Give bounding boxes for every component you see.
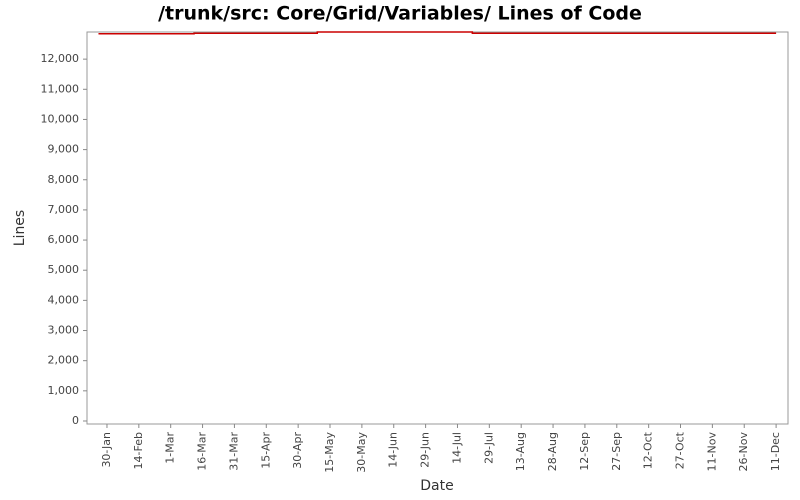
x-tick-label: 1-Mar: [164, 432, 177, 464]
plot-area: [86, 31, 789, 425]
x-tick-label: 12-Oct: [642, 431, 655, 469]
x-tick-label: 29-Jun: [419, 432, 432, 468]
x-axis-label: Date: [420, 478, 453, 494]
y-tick-label: 0: [72, 414, 79, 427]
x-tick-label: 15-Apr: [259, 432, 272, 469]
x-tick-label: 11-Nov: [705, 432, 718, 472]
x-tick-label: 27-Oct: [674, 431, 687, 469]
line: [98, 31, 777, 35]
y-tick-label: 11,000: [41, 82, 80, 95]
x-tick-label: 30-Apr: [291, 432, 304, 469]
x-tick-label: 14-Jul: [450, 432, 463, 464]
x-tick-label: 29-Jul: [482, 432, 495, 464]
y-tick-label: 2,000: [48, 354, 80, 367]
x-tick-label: 26-Nov: [737, 432, 750, 472]
x-tick-label: 12-Sep: [578, 432, 591, 471]
y-tick-label: 5,000: [48, 263, 80, 276]
x-tick-label: 15-May: [323, 432, 336, 473]
y-tick-label: 3,000: [48, 324, 80, 337]
y-tick-label: 6,000: [48, 233, 80, 246]
x-tick-label: 28-Aug: [546, 432, 559, 471]
x-tick-label: 14-Feb: [132, 432, 145, 469]
x-tick-label: 30-May: [355, 432, 368, 473]
y-tick-label: 10,000: [41, 112, 80, 125]
x-tick-label: 16-Mar: [196, 432, 209, 471]
x-tick-label: 27-Sep: [610, 432, 623, 471]
y-tick-label: 4,000: [48, 293, 80, 306]
y-tick-label: 1,000: [48, 384, 80, 397]
y-tick-label: 8,000: [48, 173, 80, 186]
chart-title: /trunk/src: Core/Grid/Variables/ Lines o…: [158, 3, 642, 25]
x-tick-label: 14-Jun: [387, 432, 400, 468]
y-tick-label: 9,000: [48, 143, 80, 156]
x-tick-label: 11-Dec: [769, 432, 782, 471]
y-tick-label: 12,000: [41, 52, 80, 65]
x-tick-label: 31-Mar: [227, 432, 240, 471]
x-tick-label: 30-Jan: [100, 432, 113, 468]
y-tick-label: 7,000: [48, 203, 80, 216]
y-axis-label: Lines: [12, 210, 28, 246]
x-tick-label: 13-Aug: [514, 432, 527, 471]
